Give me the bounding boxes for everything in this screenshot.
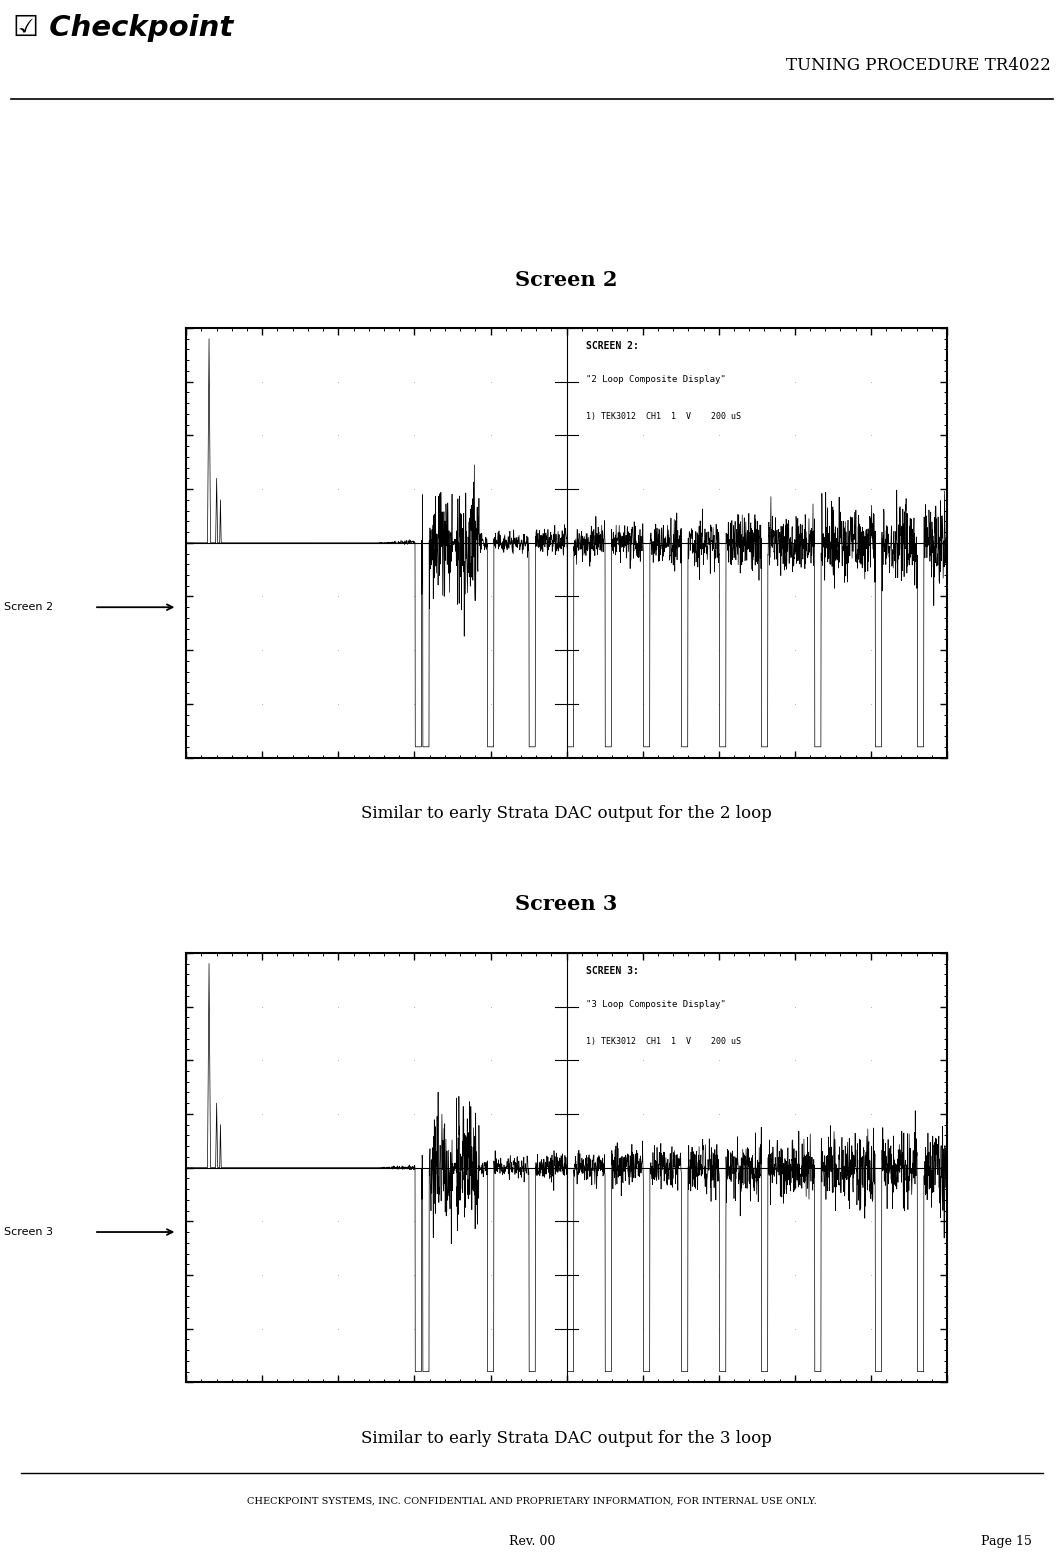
Text: Similar to early Strata DAC output for the 3 loop: Similar to early Strata DAC output for t… bbox=[361, 1431, 772, 1446]
Text: Similar to early Strata DAC output for the 2 loop: Similar to early Strata DAC output for t… bbox=[361, 806, 772, 822]
Text: Page 15: Page 15 bbox=[981, 1535, 1032, 1548]
Text: TUNING PROCEDURE TR4022: TUNING PROCEDURE TR4022 bbox=[786, 58, 1051, 75]
Text: Screen 3: Screen 3 bbox=[515, 895, 618, 914]
Text: 1) TEK3012  CH1  1  V    200 uS: 1) TEK3012 CH1 1 V 200 uS bbox=[585, 412, 741, 422]
Text: "2 Loop Composite Display": "2 Loop Composite Display" bbox=[585, 375, 726, 384]
Text: Screen 3: Screen 3 bbox=[3, 1228, 52, 1237]
Text: SCREEN 3:: SCREEN 3: bbox=[585, 967, 638, 976]
Text: "3 Loop Composite Display": "3 Loop Composite Display" bbox=[585, 1000, 726, 1009]
Text: SCREEN 2:: SCREEN 2: bbox=[585, 342, 638, 351]
Text: CHECKPOINT SYSTEMS, INC. CONFIDENTIAL AND PROPRIETARY INFORMATION, FOR INTERNAL : CHECKPOINT SYSTEMS, INC. CONFIDENTIAL AN… bbox=[247, 1496, 817, 1506]
Text: 1) TEK3012  CH1  1  V    200 uS: 1) TEK3012 CH1 1 V 200 uS bbox=[585, 1037, 741, 1047]
Text: ☑ Checkpoint: ☑ Checkpoint bbox=[13, 14, 233, 42]
Text: Screen 2: Screen 2 bbox=[515, 270, 618, 289]
Text: Rev. 00: Rev. 00 bbox=[509, 1535, 555, 1548]
Text: Screen 2: Screen 2 bbox=[3, 603, 53, 612]
